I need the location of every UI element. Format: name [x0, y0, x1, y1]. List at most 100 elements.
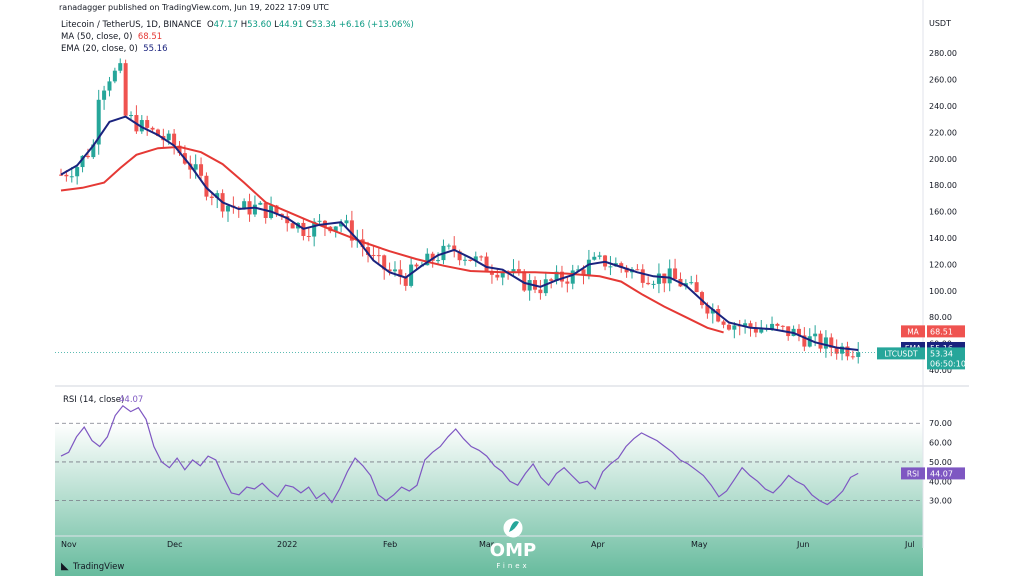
candle-body	[656, 273, 661, 284]
price-axis-tick: 140.00	[929, 234, 957, 243]
price-chart[interactable]: USDT 280.00 260.00 240.00 220.00 200.00 180.00…	[55, 0, 969, 576]
candle-body	[85, 155, 90, 158]
candle-body	[543, 279, 548, 294]
ma-legend-label: MA (50, close, 0)	[61, 32, 133, 42]
candle-body	[689, 282, 694, 284]
last-price-label: LTCUSDT	[884, 349, 918, 358]
chart-frame: ranadagger published on TradingView.com,…	[55, 0, 969, 576]
candle-body	[753, 328, 758, 333]
price-axis-tick: 260.00	[929, 76, 957, 85]
candle-body	[414, 264, 419, 267]
candle-body	[436, 260, 441, 262]
candle-body	[619, 263, 624, 268]
candle-body	[123, 63, 128, 116]
candle-body	[732, 325, 737, 330]
candle-body	[468, 259, 473, 261]
candle-body	[129, 115, 134, 117]
price-axis-currency: USDT	[929, 19, 951, 28]
price-axis-tick: 180.00	[929, 181, 957, 190]
tradingview-footer[interactable]: ◣ TradingView	[61, 561, 124, 572]
candle-body	[199, 164, 204, 176]
symbol-title[interactable]: Litecoin / TetherUS, 1D, BINANCE	[61, 20, 202, 30]
candle-body	[667, 268, 672, 284]
candle-body	[705, 305, 710, 314]
candle-body	[398, 269, 403, 277]
candle-body	[581, 269, 586, 275]
ema-legend-row[interactable]: EMA (20, close, 0) 55.16	[61, 43, 414, 55]
candle-body	[150, 127, 155, 130]
candle-body	[382, 255, 387, 270]
candle-body	[452, 245, 457, 252]
candle-body	[425, 253, 430, 266]
last-price-label-box	[877, 347, 925, 360]
candle-body	[759, 329, 764, 333]
last-price-value-box	[927, 347, 965, 370]
candle-body	[489, 272, 494, 275]
candle-body	[473, 256, 478, 261]
rsi-legend-value: 44.07	[119, 395, 143, 405]
price-axis-tick: 200.00	[929, 155, 957, 164]
last-price-countdown: 06:50:10	[930, 359, 966, 368]
candle-body	[597, 255, 602, 257]
candle-body	[845, 346, 850, 357]
candle-body	[139, 120, 144, 132]
candle-body	[155, 129, 160, 136]
candle-body	[209, 196, 214, 198]
ma-legend-row[interactable]: MA (50, close, 0) 68.51	[61, 31, 414, 43]
candle-body	[635, 269, 640, 271]
publisher-credit: ranadagger published on TradingView.com,…	[59, 3, 329, 12]
last-price-value: 53.34	[930, 349, 953, 358]
candle-body	[225, 205, 230, 212]
candle-body	[802, 335, 807, 347]
time-axis-label: Dec	[167, 540, 182, 549]
candle-body	[145, 120, 150, 128]
rsi-axis-tick: 70.00	[929, 419, 952, 428]
high-value: 53.60	[247, 20, 272, 30]
candle-body	[215, 193, 220, 198]
candle-body	[446, 245, 451, 247]
rsi-axis-tick: 40.00	[929, 477, 952, 486]
candle-body	[463, 259, 467, 261]
candle-body	[479, 256, 484, 258]
candle-body	[673, 268, 678, 279]
candles-layer	[59, 58, 861, 364]
rsi-badge-label-box	[901, 467, 925, 480]
candle-body	[75, 167, 80, 177]
rsi-legend[interactable]: RSI (14, close) 44.07	[63, 395, 143, 405]
candle-body	[516, 269, 521, 272]
candle-body	[834, 347, 839, 354]
price-axis-tick: 160.00	[929, 208, 957, 217]
candle-body	[592, 256, 597, 260]
candle-body	[312, 221, 317, 237]
candle-body	[651, 283, 656, 285]
candle-body	[392, 269, 397, 272]
candle-body	[559, 271, 564, 282]
candle-body	[538, 289, 543, 294]
candle-body	[856, 352, 861, 357]
candle-body	[775, 323, 780, 326]
rsi-axis-tick: 60.00	[929, 439, 952, 448]
candle-body	[608, 266, 613, 268]
open-value: 47.17	[213, 20, 238, 30]
rsi-badge-label: RSI	[907, 469, 919, 478]
time-axis-label: May	[691, 540, 708, 549]
candle-body	[387, 269, 392, 272]
candle-body	[646, 282, 651, 285]
candle-body	[333, 226, 338, 232]
candle-body	[107, 81, 112, 91]
omp-finex-watermark: OMP Finex	[490, 518, 536, 570]
candle-body	[91, 144, 96, 158]
candle-body	[554, 271, 559, 281]
candle-body	[549, 279, 554, 281]
time-axis-label: Feb	[383, 540, 397, 549]
candle-body	[59, 174, 63, 176]
candle-body	[818, 333, 823, 349]
candle-body	[850, 356, 855, 358]
candle-body	[409, 264, 414, 286]
candle-body	[349, 220, 354, 241]
chart-legend: Litecoin / TetherUS, 1D, BINANCE O47.17 …	[61, 19, 414, 55]
candle-body	[80, 155, 85, 168]
price-axis-tick: 80.00	[929, 313, 952, 322]
candle-body	[662, 273, 667, 284]
ma-badge-value-box	[927, 325, 965, 338]
